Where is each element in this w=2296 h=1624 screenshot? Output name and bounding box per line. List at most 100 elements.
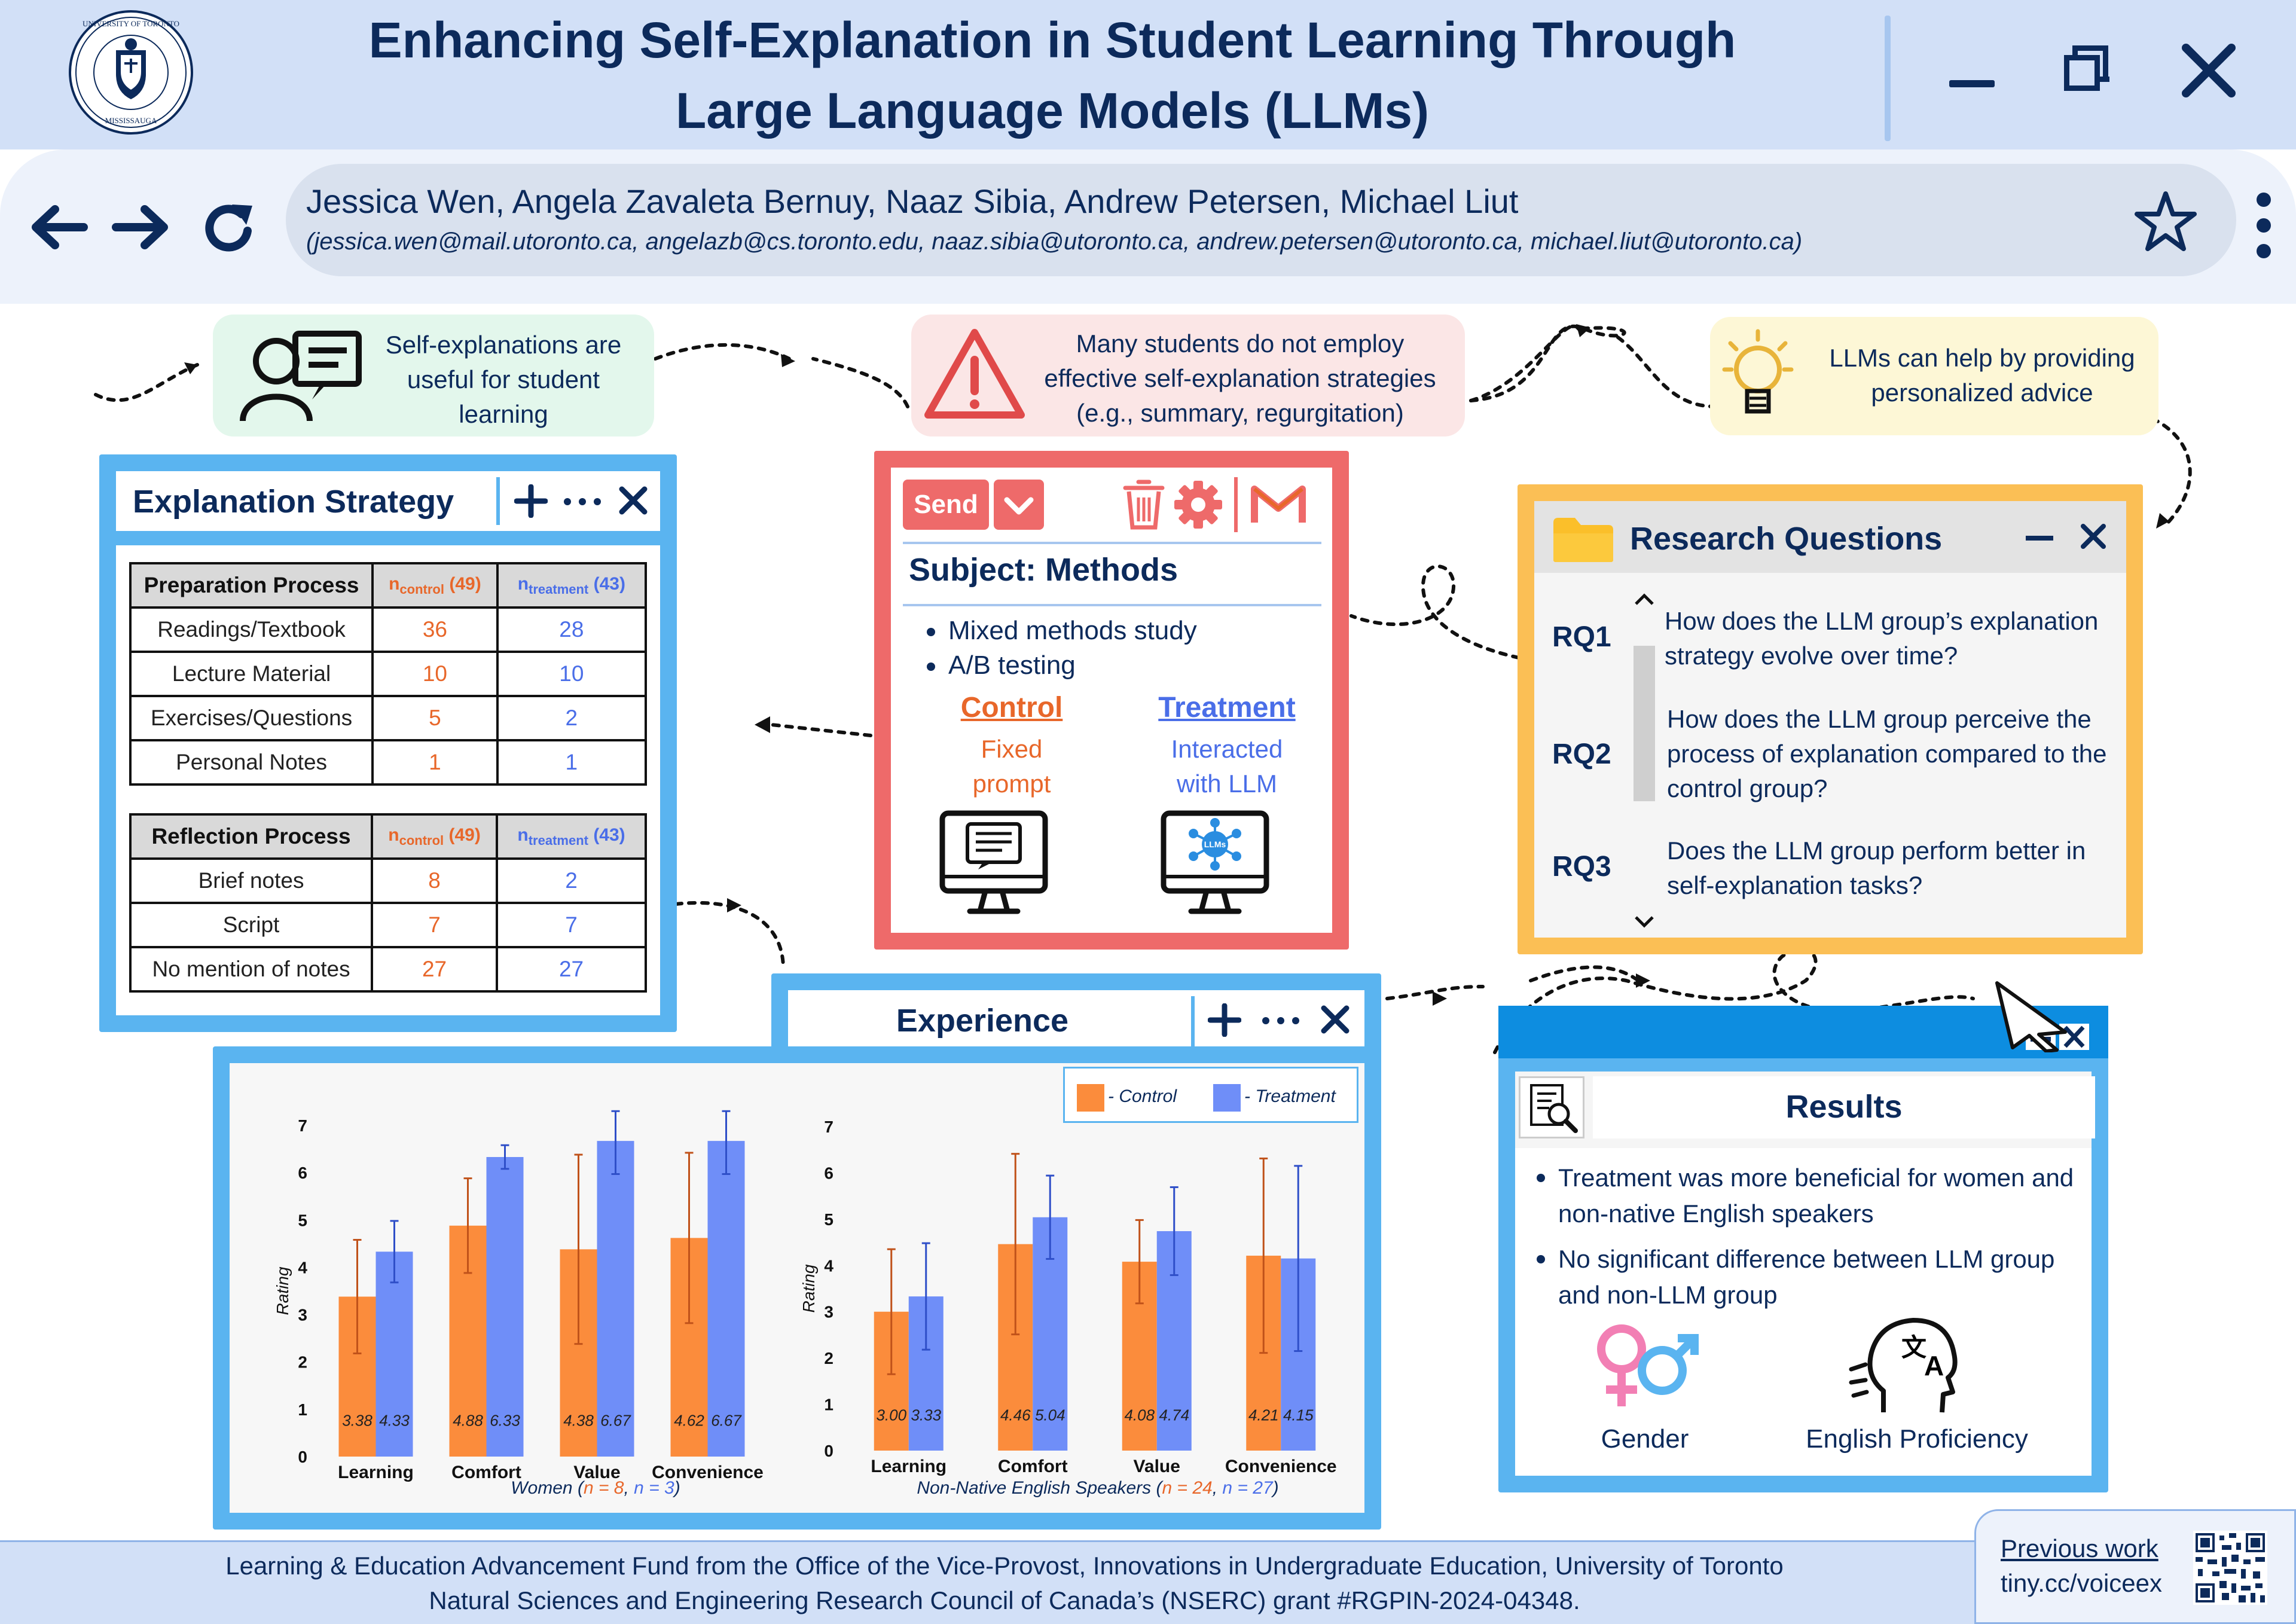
previous-work-url: tiny.cc/voiceex <box>2001 1569 2162 1597</box>
poster-title: Enhancing Self-Explanation in Student Le… <box>275 5 1830 146</box>
legend-treatment-swatch <box>1213 1084 1241 1112</box>
control-description: Fixed prompt <box>972 735 1051 798</box>
data-label: 4.62 <box>674 1412 704 1430</box>
authors-text: Jessica Wen, Angela Zavaleta Bernuy, Naa… <box>306 182 1519 220</box>
data-label: 4.33 <box>379 1412 410 1430</box>
row-label: Script <box>129 902 374 948</box>
caption-text: Non-Native English Speakers ( <box>917 1478 1162 1498</box>
rq-close-icon[interactable] <box>2080 523 2107 550</box>
strategy-content: Preparation Process ncontrol (49) ntreat… <box>116 545 660 1015</box>
y-tick-label: 6 <box>298 1164 307 1182</box>
row-label: No mention of notes <box>129 946 374 993</box>
data-label: 3.00 <box>876 1406 906 1424</box>
caption-n-treatment: n = 27 <box>1222 1478 1273 1498</box>
results-title: Results <box>1785 1089 1903 1125</box>
bookmark-star-icon[interactable] <box>2135 190 2197 252</box>
table-row: Brief notes 8 2 <box>129 857 647 904</box>
gmail-icon[interactable] <box>1251 483 1306 526</box>
treatment-value: 7 <box>496 902 647 948</box>
results-close-icon[interactable] <box>2059 1024 2089 1050</box>
rq1-text: How does the LLM group’s explanation str… <box>1665 607 2099 670</box>
legend-control-swatch <box>1077 1084 1104 1112</box>
title-bar <box>0 0 2296 149</box>
forward-arrow-icon[interactable] <box>111 203 171 251</box>
reload-icon[interactable] <box>201 197 261 257</box>
title-divider <box>1885 16 1891 141</box>
x-tick-label: Learning <box>871 1457 947 1476</box>
y-tick-label: 2 <box>824 1349 833 1367</box>
row-label: Personal Notes <box>129 739 374 786</box>
data-label: 6.67 <box>711 1412 742 1430</box>
n-control-count: (49) <box>448 825 481 845</box>
y-tick-label: 1 <box>824 1396 833 1414</box>
methods-bullets: Mixed methods study A/B testing <box>922 613 1197 683</box>
emails-text: (jessica.wen@mail.utoronto.ca, angelazb@… <box>306 228 1803 255</box>
previous-work-link[interactable]: Previous work <box>2001 1534 2158 1562</box>
experience-add-icon[interactable] <box>1207 1003 1242 1037</box>
table-row: Script 7 7 <box>129 902 647 948</box>
table-row: Exercises/Questions 5 2 <box>129 695 648 741</box>
data-label: 4.74 <box>1159 1406 1189 1424</box>
control-value: 36 <box>371 606 499 653</box>
close-window-icon[interactable] <box>2181 43 2236 98</box>
qr-code-icon[interactable] <box>2193 1531 2267 1605</box>
y-tick-label: 4 <box>824 1256 833 1275</box>
data-label: 4.88 <box>453 1412 483 1430</box>
funding-line-2: Natural Sciences and Engineering Researc… <box>429 1586 1580 1614</box>
folder-icon <box>1551 514 1616 564</box>
scrollbar-thumb[interactable] <box>1634 646 1655 801</box>
y-tick-label: 5 <box>298 1211 307 1229</box>
settings-gear-icon[interactable] <box>1173 480 1223 530</box>
data-label: 3.33 <box>911 1406 941 1424</box>
y-tick-label: 4 <box>298 1258 307 1277</box>
send-button[interactable]: Send <box>903 480 989 530</box>
table-row: Lecture Material 10 10 <box>129 651 648 697</box>
gender-icon <box>1588 1317 1702 1412</box>
row-label: Lecture Material <box>129 651 374 697</box>
n-treatment-count: (43) <box>593 573 625 594</box>
minimize-icon[interactable] <box>1949 80 1995 87</box>
y-tick-label: 3 <box>824 1303 833 1321</box>
funding-text: Learning & Education Advancement Fund fr… <box>72 1549 1937 1618</box>
experience-more-icon[interactable] <box>1262 1016 1300 1025</box>
y-tick-label: 3 <box>298 1306 307 1324</box>
n-treatment-label: n <box>517 573 529 594</box>
n-control-label: n <box>389 573 400 594</box>
trash-icon[interactable] <box>1123 478 1165 530</box>
caption-text-end: ) <box>674 1478 680 1498</box>
experience-close-icon[interactable] <box>1320 1005 1350 1034</box>
flow-box-1-text: Self-explanations are useful for student… <box>385 331 622 428</box>
control-value: 10 <box>371 651 499 697</box>
rq-title: Research Questions <box>1630 521 1943 557</box>
results-window: Results Treatment was more beneficial fo… <box>1498 981 2108 1492</box>
treatment-value: 10 <box>496 651 648 697</box>
bar <box>707 1141 745 1457</box>
data-label: 6.67 <box>600 1412 631 1430</box>
strategy-title-divider <box>496 477 500 525</box>
restore-icon[interactable] <box>2059 45 2109 96</box>
data-label: 4.21 <box>1248 1406 1279 1424</box>
n-control-label: n <box>388 825 399 845</box>
send-options-dropdown[interactable] <box>994 480 1044 530</box>
n-treatment-header: ntreatment (43) <box>496 562 648 609</box>
address-field[interactable] <box>286 164 2236 276</box>
caption-n-treatment: n = 3 <box>634 1478 674 1498</box>
rq-minimize-icon[interactable] <box>2026 536 2053 541</box>
preparation-table: Preparation Process ncontrol (49) ntreat… <box>129 562 648 786</box>
rq-scrollbar[interactable] <box>1631 590 1657 930</box>
legend-treatment-label: - Treatment <box>1244 1086 1336 1106</box>
flow-box-llm-help: LLMs can help by providing personalized … <box>1710 317 2158 435</box>
warning-icon <box>923 326 1026 422</box>
close-icon[interactable] <box>618 486 648 515</box>
flow-box-3-text: LLMs can help by providing personalized … <box>1829 344 2135 407</box>
back-arrow-icon[interactable] <box>29 203 88 251</box>
y-tick-label: 7 <box>824 1118 833 1136</box>
treatment-link[interactable]: Treatment <box>1158 692 1296 724</box>
more-options-icon[interactable] <box>563 497 602 506</box>
control-link[interactable]: Control <box>960 692 1063 724</box>
more-menu-icon[interactable] <box>2257 193 2271 258</box>
add-icon[interactable] <box>514 484 548 518</box>
control-value: 1 <box>371 739 499 786</box>
university-logo: UNIVERSITY OF TORONTO MISSISSAUGA <box>67 8 195 136</box>
